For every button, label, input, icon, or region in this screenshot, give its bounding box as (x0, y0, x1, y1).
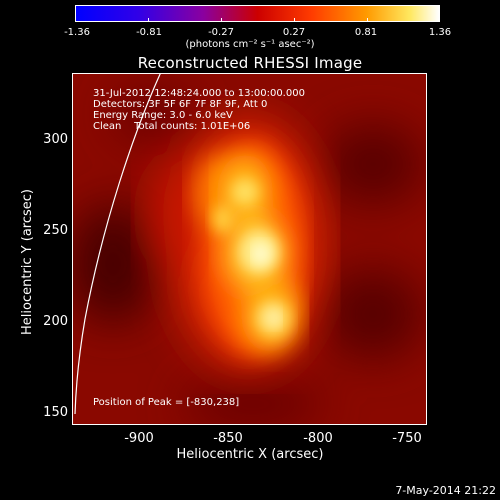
colorbar-tick-label: 0.27 (282, 27, 306, 38)
detectors-text: Detectors: 3F 5F 6F 7F 8F 9F, Att 0 (93, 99, 268, 110)
colorbar-tickmark (221, 18, 222, 22)
energy-range-text: Energy Range: 3.0 - 6.0 keV (93, 110, 233, 121)
rhessi-image-plot (72, 73, 427, 425)
colorbar-tickmark (75, 18, 76, 22)
y-axis-label: Heliocentric Y (arcsec) (20, 189, 35, 335)
colorbar (75, 5, 440, 22)
colorbar-tick-label: 1.36 (428, 27, 452, 38)
x-tick-label: -800 (303, 431, 333, 446)
colorbar-units: (photons cm⁻² s⁻¹ asec⁻²) (185, 39, 315, 50)
image-title: Reconstructed RHESSI Image (137, 54, 363, 72)
colorbar-tickmark (294, 18, 295, 22)
colorbar-tick-label: 0.81 (354, 27, 378, 38)
x-tick-label: -750 (392, 431, 422, 446)
x-tick-label: -850 (213, 431, 243, 446)
y-tick-label: 300 (43, 132, 68, 147)
heatmap-image (73, 74, 426, 424)
colorbar-tick-label: -1.36 (64, 27, 90, 38)
colorbar-tickmark (439, 18, 440, 22)
solar-limb-line (74, 74, 161, 415)
colorbar-tick-label: -0.27 (208, 27, 234, 38)
x-tick-label: -900 (124, 431, 154, 446)
colorbar-tick-label: -0.81 (136, 27, 162, 38)
y-tick-label: 250 (43, 223, 68, 238)
colorbar-tickmark (367, 18, 368, 22)
time-range-text: 31-Jul-2012 12:48:24.000 to 13:00:00.000 (93, 88, 305, 99)
x-axis-label: Heliocentric X (arcsec) (176, 447, 324, 462)
y-tick-label: 150 (43, 405, 68, 420)
clean-counts-text: Clean Total counts: 1.01E+06 (93, 121, 251, 132)
y-tick-label: 200 (43, 314, 68, 329)
peak-position-text: Position of Peak = [-830,238] (93, 397, 240, 408)
date-stamp: 7-May-2014 21:22 (395, 484, 496, 497)
colorbar-gradient (76, 6, 439, 21)
colorbar-tickmark (148, 18, 149, 22)
